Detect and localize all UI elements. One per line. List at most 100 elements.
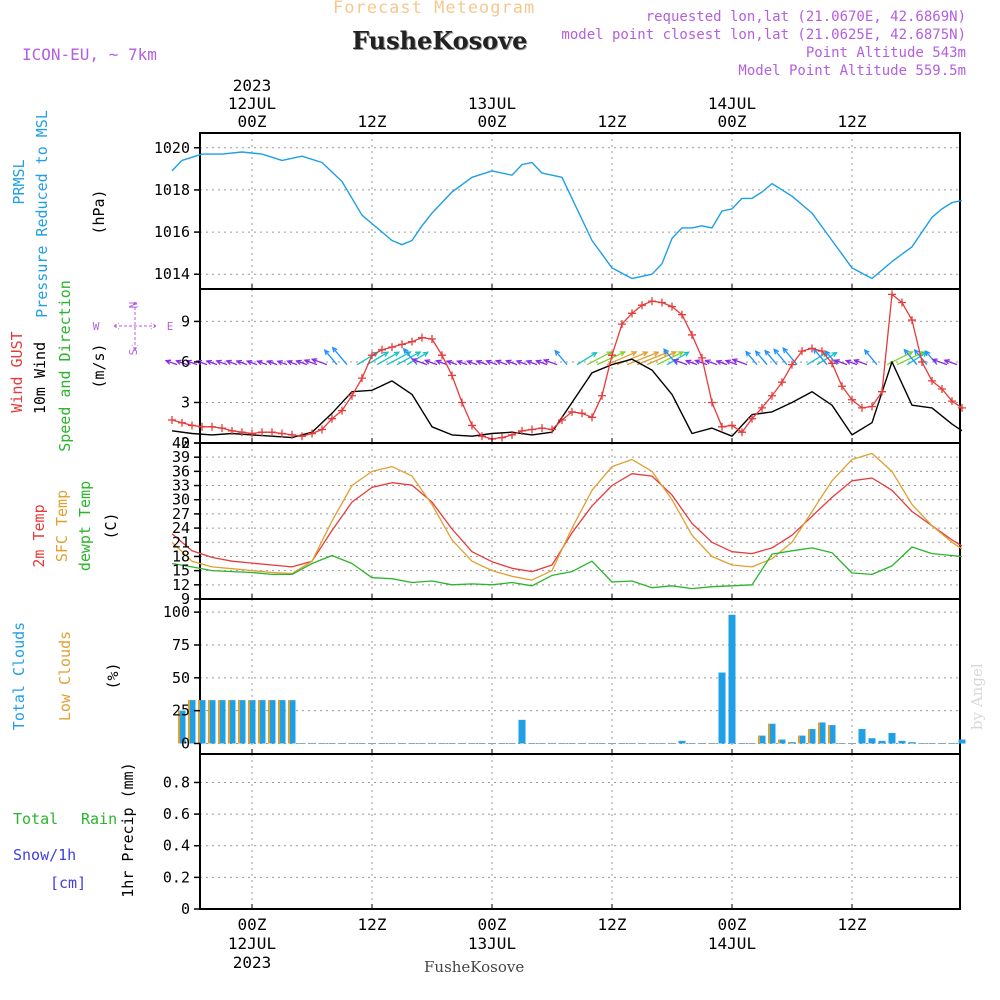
wind-gust-marker <box>288 430 296 439</box>
wind-direction-arrowhead <box>764 349 770 356</box>
wind-gust-marker <box>168 416 176 425</box>
total-cloud-bar <box>778 739 786 744</box>
wind-gust-marker <box>628 309 636 318</box>
temp-2m-label: 2m Temp <box>30 504 48 567</box>
wind-gust-marker <box>188 421 196 430</box>
wind-direction-arrow <box>705 359 718 366</box>
wind-gust-marker <box>788 360 796 369</box>
wind-direction-arrow <box>854 359 868 366</box>
wind-gust-marker <box>508 430 516 439</box>
wind-gust-marker <box>278 429 286 438</box>
wind-direction-arrowhead <box>782 347 789 354</box>
low-cloud-bar <box>828 725 830 744</box>
wind-gust-marker <box>738 428 746 437</box>
y-tick-label: 9 <box>181 312 190 330</box>
wind-gust-marker <box>238 428 246 437</box>
total-cloud-bar <box>728 614 736 744</box>
wind-gust-marker <box>868 402 876 411</box>
wind-direction-arrowhead <box>235 359 243 366</box>
y-tick-label: 0 <box>181 900 190 918</box>
wind-direction-arrowhead <box>731 358 738 364</box>
y-tick-label: 100 <box>163 603 190 621</box>
wind-direction-arrow <box>236 360 248 366</box>
wind-direction-arrow <box>626 351 659 366</box>
wind-direction-arrowhead <box>303 359 310 365</box>
wind-gust-label: Wind GUST <box>8 331 26 412</box>
total-cloud-bar <box>228 700 236 744</box>
wind-direction-arrowhead <box>505 359 512 365</box>
low-cloud-bar <box>238 700 240 744</box>
wind-direction-arrowhead <box>773 348 780 355</box>
wind-gust-marker <box>438 351 446 360</box>
wind-direction-arrowhead <box>323 349 330 356</box>
wind-direction-arrow <box>216 360 228 366</box>
wind-direction-arrowhead <box>215 359 222 365</box>
wind-direction-arrow <box>267 360 278 366</box>
wind-gust-marker <box>608 351 616 360</box>
time-label-bottom: 14JUL <box>708 934 756 953</box>
wind-gust-marker <box>598 391 606 400</box>
precip-unit-label: 1hr Precip (mm) <box>119 762 137 897</box>
wind-direction-arrow <box>257 360 268 366</box>
total-rain-label-rain: Rain <box>81 810 117 828</box>
low-cloud-bar <box>288 700 290 744</box>
wind-unit-label: (m/s) <box>90 343 108 388</box>
y-tick-label: 0.4 <box>163 837 190 855</box>
wind-direction-arrowhead <box>677 351 685 357</box>
low-cloud-bar <box>798 735 800 744</box>
wind-direction-arrow <box>496 360 508 366</box>
wind-gust-marker <box>268 428 276 437</box>
wind-direction-arrow <box>825 350 838 366</box>
time-label-bottom: 00Z <box>238 915 267 934</box>
wind-direction-arrowhead <box>619 351 627 357</box>
total-cloud-bar <box>248 700 256 744</box>
compass-west-label: W <box>93 320 100 333</box>
wind-gust-marker <box>218 424 226 433</box>
total-cloud-bar <box>178 710 186 744</box>
wind-direction-arrowhead <box>276 360 283 366</box>
panel-frames <box>199 132 961 910</box>
wind-gust-marker <box>478 432 486 441</box>
wind-direction-arrow <box>586 351 612 366</box>
wind-gust-marker <box>648 297 656 306</box>
wind-direction-arrow <box>304 359 318 366</box>
wind-gust-marker <box>248 429 256 438</box>
wind-direction-arrow <box>425 359 438 366</box>
wind-direction-arrow <box>467 360 478 366</box>
wind-gust-marker <box>898 298 906 307</box>
wind-direction-arrowhead <box>833 359 840 365</box>
y-tick-label: 0.8 <box>163 773 190 791</box>
wind-direction-arrowhead <box>554 349 561 356</box>
y-tick-label: 3 <box>181 393 190 411</box>
wind-gust-marker <box>828 359 836 368</box>
wind-direction-arrow <box>277 360 288 366</box>
wind-gust-marker <box>618 320 626 329</box>
y-tick-label: 1020 <box>154 139 190 157</box>
wind-direction-arrowhead <box>435 359 442 365</box>
wind-direction-arrow <box>396 351 421 366</box>
total-cloud-bar <box>768 723 776 744</box>
wind-direction-arrow <box>773 349 788 366</box>
wind-direction-arrowhead <box>754 350 761 357</box>
wind-direction-arrowhead <box>331 346 338 353</box>
wind-direction-arrow <box>764 350 778 366</box>
time-label-top: 2023 <box>233 76 272 95</box>
wind-gust-marker <box>638 301 646 310</box>
time-label-bottom: 00Z <box>478 915 507 934</box>
wind-gust-marker <box>228 426 236 435</box>
wind-gust-marker <box>668 302 676 311</box>
total-cloud-bar <box>208 700 216 744</box>
low-cloud-bar <box>188 700 190 744</box>
low-clouds-label: Low Clouds <box>56 631 74 721</box>
y-tick-label: 36 <box>172 462 190 480</box>
total-cloud-bar <box>798 735 806 744</box>
time-label-top: 12Z <box>598 112 627 131</box>
time-label-bottom: 2023 <box>233 953 272 972</box>
wind-direction-arrowhead <box>931 358 938 364</box>
wind-direction-arrow <box>176 360 188 366</box>
low-cloud-bar <box>758 735 760 744</box>
time-label-top: 13JUL <box>468 94 516 113</box>
time-label-bottom: 12Z <box>838 915 867 934</box>
wind-gust-marker <box>918 357 926 366</box>
